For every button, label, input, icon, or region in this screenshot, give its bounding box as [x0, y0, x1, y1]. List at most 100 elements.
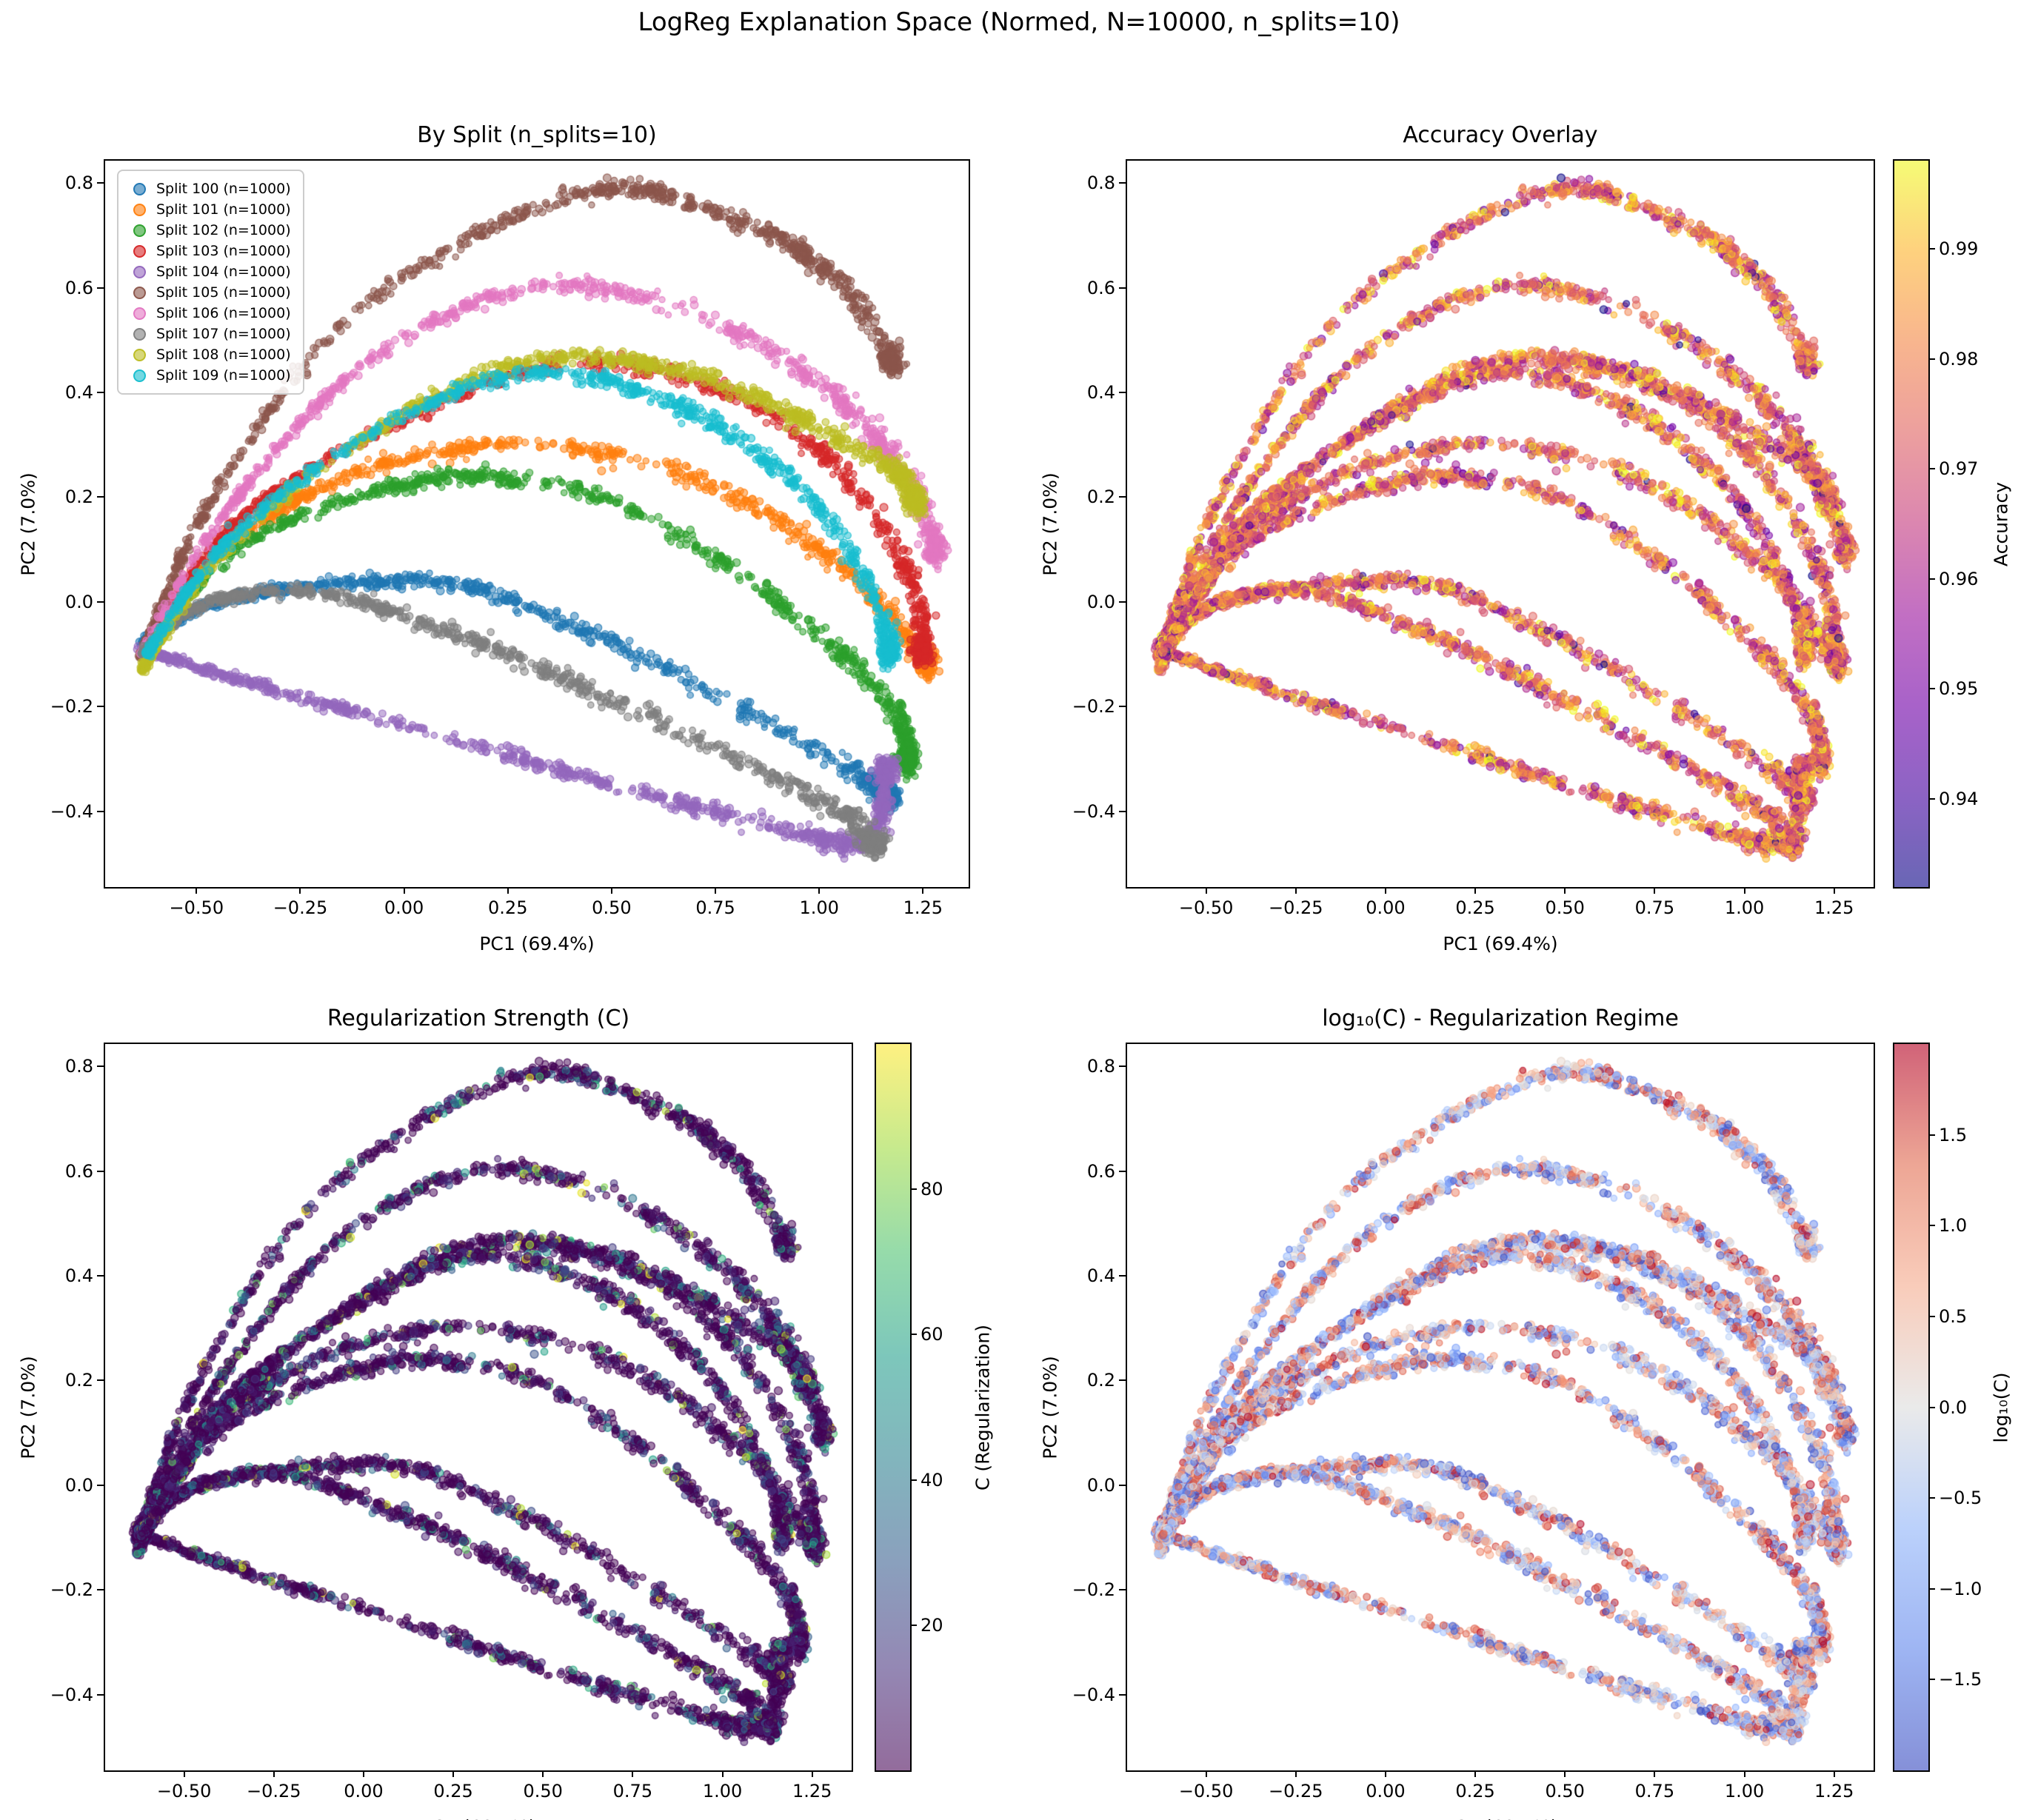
- x-tick: [507, 887, 509, 894]
- y-tick: [97, 1379, 104, 1382]
- y-tick-label: 0.4: [64, 382, 93, 404]
- x-tick-label: 1.00: [799, 897, 839, 918]
- legend-item: Split 103 (n=1000): [127, 241, 291, 261]
- colorbar-c-strength: 20 40 60 80: [875, 1043, 943, 1772]
- legend-item: Split 101 (n=1000): [127, 199, 291, 220]
- legend-item: Split 109 (n=1000): [127, 365, 291, 386]
- y-tick: [1119, 1379, 1126, 1382]
- legend-label: Split 109 (n=1000): [156, 367, 291, 384]
- x-tick-label: −0.25: [273, 897, 328, 918]
- colorbar-tick: [1928, 1315, 1935, 1317]
- x-tick-label: 1.25: [1814, 897, 1854, 918]
- y-tick: [1119, 1065, 1126, 1068]
- x-tick-label: 0.00: [1366, 1781, 1406, 1801]
- colorbar-tick-label: 0.98: [1939, 348, 1979, 369]
- x-tick: [1384, 887, 1386, 894]
- y-tick: [97, 1484, 104, 1486]
- legend-marker-icon: [133, 182, 146, 195]
- colorbar-tick-label: 1.0: [1939, 1215, 1968, 1237]
- colorbar-tick: [1928, 1588, 1935, 1590]
- y-tick-label: 0.8: [1086, 173, 1115, 194]
- legend-marker-icon: [133, 327, 146, 341]
- y-tick: [1119, 1693, 1126, 1696]
- legend-label: Split 106 (n=1000): [156, 305, 291, 321]
- y-tick-label: −0.4: [50, 1684, 93, 1705]
- x-tick-label: 0.50: [523, 1781, 563, 1801]
- legend-label: Split 104 (n=1000): [156, 264, 291, 280]
- x-tick: [1384, 1770, 1386, 1777]
- y-tick: [1119, 392, 1126, 394]
- y-tick-label: 0.8: [1086, 1056, 1115, 1077]
- y-tick-label: 0.2: [64, 486, 93, 508]
- y-tick-label: 0.6: [64, 1160, 93, 1182]
- scatter-accuracy: [1127, 161, 1874, 887]
- x-tick-label: 1.00: [1724, 1781, 1765, 1801]
- x-tick: [1564, 887, 1566, 894]
- x-axis-label: PC1 (69.4%): [421, 1816, 535, 1820]
- legend-label: Split 102 (n=1000): [156, 222, 291, 238]
- y-tick-label: 0.0: [64, 591, 93, 612]
- axes-by-split: By Split (n_splits=10) PC1 (69.4%) PC2 (…: [18, 122, 970, 954]
- x-tick-label: 0.75: [1634, 1781, 1675, 1801]
- y-tick-label: 0.2: [1086, 1370, 1115, 1391]
- x-tick: [1205, 1770, 1207, 1777]
- y-tick-label: −0.2: [50, 696, 93, 717]
- colorbar-tick-label: 0.94: [1939, 789, 1979, 810]
- x-tick: [715, 887, 717, 894]
- x-tick: [632, 1770, 634, 1777]
- x-tick: [1474, 887, 1477, 894]
- legend-item: Split 107 (n=1000): [127, 324, 291, 344]
- x-tick: [1654, 887, 1656, 894]
- y-tick-label: −0.4: [1072, 1684, 1115, 1705]
- x-tick-label: −0.25: [246, 1781, 301, 1801]
- colorbar-tick-label: 0.0: [1939, 1396, 1968, 1418]
- y-tick: [1119, 1484, 1126, 1486]
- y-axis-label: PC2 (7.0%): [1039, 472, 1061, 576]
- y-tick: [97, 706, 104, 708]
- x-tick-label: 0.25: [1455, 1781, 1495, 1801]
- x-tick-label: −0.50: [156, 1781, 212, 1801]
- colorbar-tick: [910, 1479, 917, 1481]
- y-tick-label: 0.6: [1086, 277, 1115, 298]
- colorbar-tick-label: −1.5: [1939, 1669, 1982, 1690]
- colorbar-tick-label: 40: [921, 1469, 943, 1491]
- colorbar-tick-label: 0.96: [1939, 568, 1979, 589]
- y-tick: [97, 600, 104, 603]
- legend: Split 100 (n=1000) Split 101 (n=1000) Spli…: [117, 170, 304, 395]
- colorbar-log10c-gradient: [1894, 1044, 1928, 1770]
- x-tick-label: 0.00: [1366, 897, 1406, 918]
- colorbar-tick: [1928, 578, 1935, 580]
- y-axis-label: PC2 (7.0%): [1039, 1355, 1061, 1459]
- colorbar-tick-label: 0.99: [1939, 238, 1979, 259]
- x-tick: [1564, 1770, 1566, 1777]
- subplot-title-c-strength: Regularization Strength (C): [327, 1006, 630, 1031]
- y-tick-label: 0.6: [64, 277, 93, 298]
- colorbar-c-strength-gradient: [876, 1044, 910, 1770]
- legend-label: Split 100 (n=1000): [156, 181, 291, 197]
- colorbar-tick-label: 60: [921, 1324, 943, 1345]
- x-tick: [1743, 1770, 1745, 1777]
- y-tick: [1119, 496, 1126, 498]
- y-tick: [97, 392, 104, 394]
- x-tick: [452, 1770, 455, 1777]
- colorbar-tick: [1928, 688, 1935, 690]
- x-tick-label: 0.50: [1545, 897, 1585, 918]
- y-tick: [1119, 1170, 1126, 1172]
- legend-marker-icon: [133, 286, 146, 299]
- scatter-log10c: [1127, 1044, 1874, 1770]
- y-tick-label: −0.2: [1072, 1579, 1115, 1601]
- y-axis-label: PC2 (7.0%): [17, 1355, 39, 1459]
- y-tick-label: −0.2: [1072, 696, 1115, 717]
- y-tick-label: 0.8: [64, 1056, 93, 1077]
- y-tick: [1119, 287, 1126, 289]
- x-tick: [362, 1770, 364, 1777]
- y-tick-label: 0.2: [1086, 486, 1115, 508]
- axes-regularization-strength: Regularization Strength (C) PC1 (69.4%) …: [18, 1006, 853, 1820]
- x-tick: [1205, 887, 1207, 894]
- colorbar-tick: [910, 1188, 917, 1191]
- y-tick-label: 0.2: [64, 1370, 93, 1391]
- x-tick-label: 0.25: [1455, 897, 1495, 918]
- colorbar-tick: [1928, 798, 1935, 800]
- legend-label: Split 103 (n=1000): [156, 243, 291, 259]
- legend-marker-icon: [133, 369, 146, 382]
